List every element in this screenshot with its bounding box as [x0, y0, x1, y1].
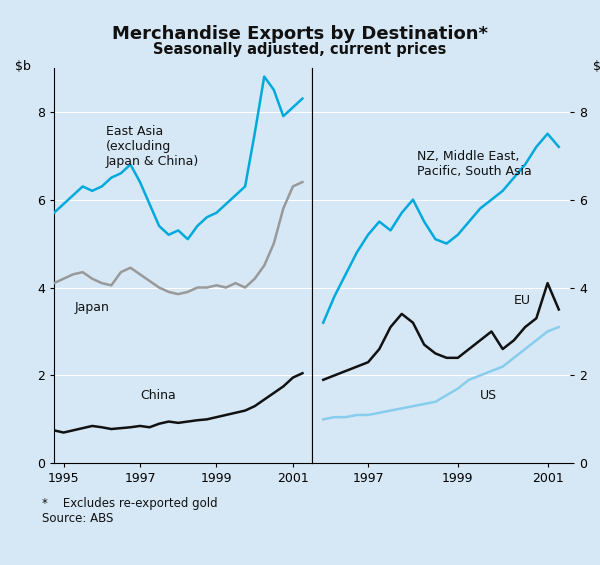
Text: East Asia
(excluding
Japan & China): East Asia (excluding Japan & China) — [106, 125, 199, 168]
Text: EU: EU — [514, 294, 531, 307]
Y-axis label: $b: $b — [593, 60, 600, 73]
Text: China: China — [140, 389, 176, 402]
Text: NZ, Middle East,
Pacific, South Asia: NZ, Middle East, Pacific, South Asia — [418, 150, 532, 179]
Y-axis label: $b: $b — [15, 60, 31, 73]
Text: US: US — [480, 389, 497, 402]
Text: *    Excludes re-exported gold
Source: ABS: * Excludes re-exported gold Source: ABS — [42, 497, 218, 525]
Text: Merchandise Exports by Destination*: Merchandise Exports by Destination* — [112, 25, 488, 44]
Text: Japan: Japan — [75, 301, 110, 314]
Text: Seasonally adjusted, current prices: Seasonally adjusted, current prices — [154, 42, 446, 58]
